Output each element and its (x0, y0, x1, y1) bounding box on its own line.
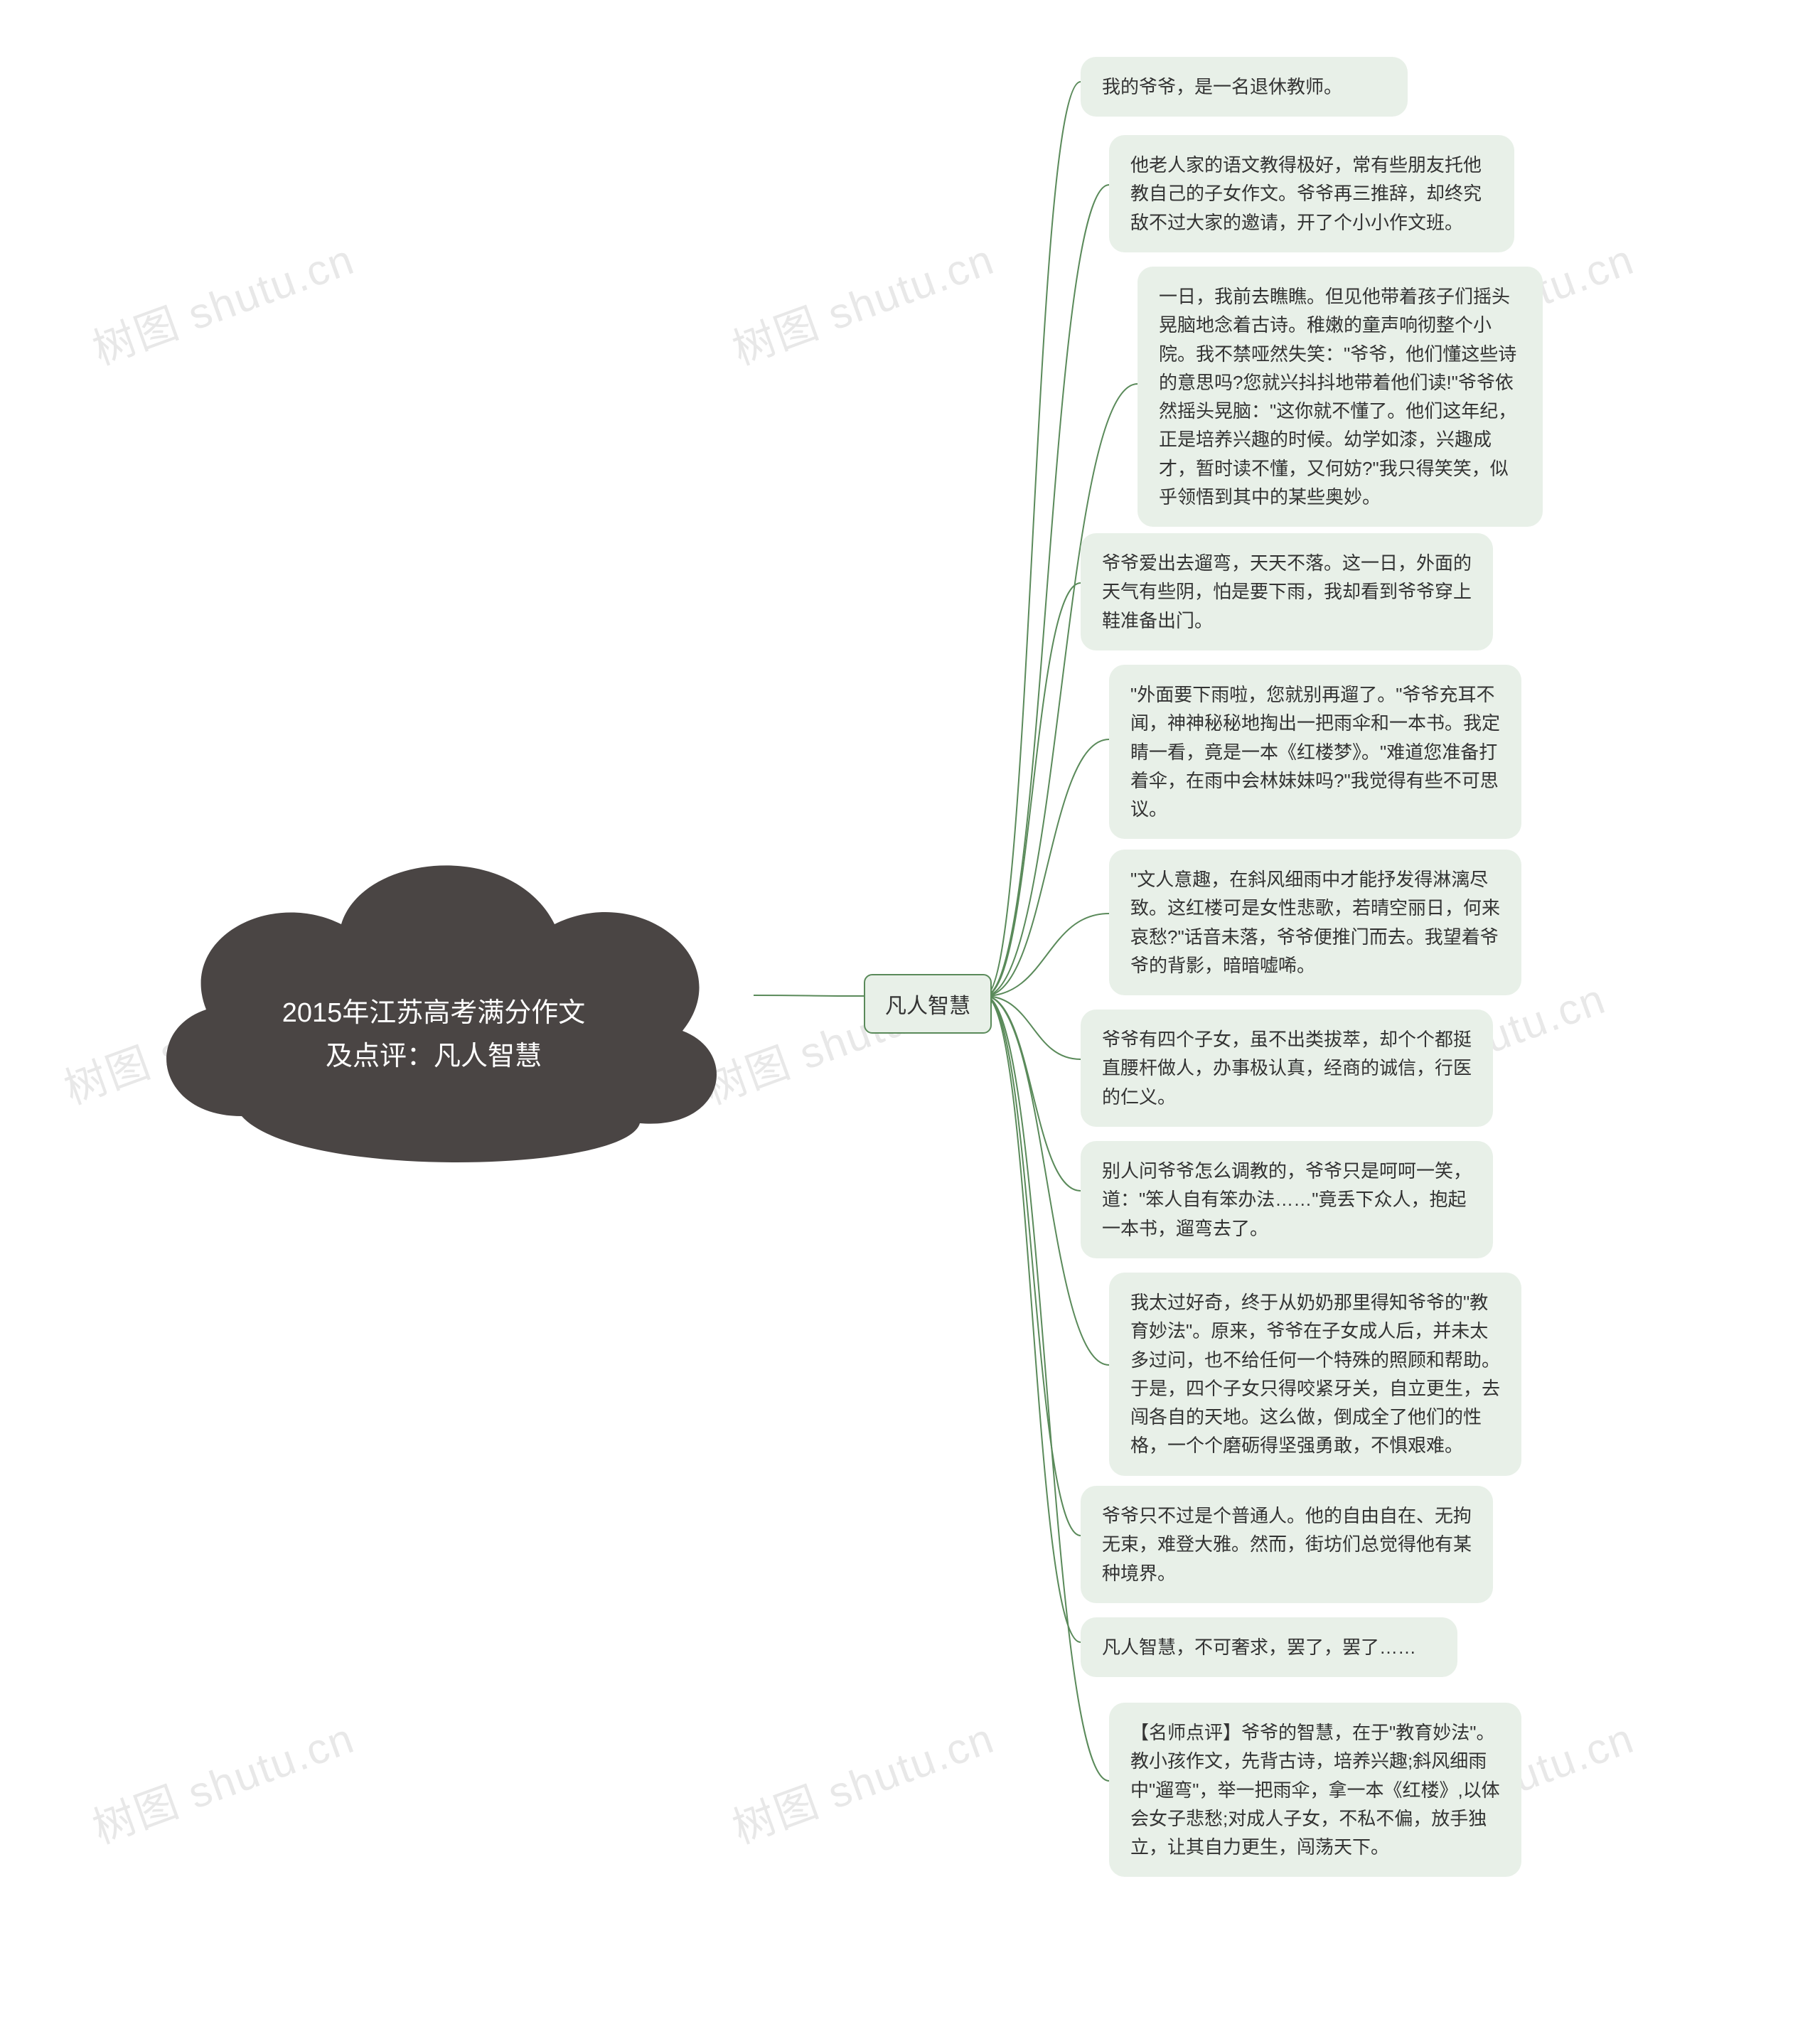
root-cloud-node: 2015年江苏高考满分作文及点评：凡人智慧 (114, 796, 754, 1194)
leaf-node: 我的爷爷，是一名退休教师。 (1081, 57, 1408, 117)
leaf-node: 他老人家的语文教得极好，常有些朋友托他教自己的子女作文。爷爷再三推辞，却终究敌不… (1109, 135, 1514, 252)
leaf-node: 爷爷有四个子女，虽不出类拔萃，却个个都挺直腰杆做人，办事极认真，经商的诚信，行医… (1081, 1010, 1493, 1127)
middle-node: 凡人智慧 (864, 974, 992, 1034)
root-cloud-title: 2015年江苏高考满分作文及点评：凡人智慧 (249, 992, 619, 1078)
watermark-text: 树图 shutu.cn (723, 225, 1002, 378)
leaf-node: 一日，我前去瞧瞧。但见他带着孩子们摇头晃脑地念着古诗。稚嫩的童声响彻整个小院。我… (1138, 267, 1543, 527)
watermark-text: 树图 shutu.cn (83, 225, 362, 378)
leaf-node: "文人意趣，在斜风细雨中才能抒发得淋漓尽致。这红楼可是女性悲歌，若晴空丽日，何来… (1109, 850, 1521, 995)
leaf-node: 【名师点评】爷爷的智慧，在于"教育妙法"。教小孩作文，先背古诗，培养兴趣;斜风细… (1109, 1703, 1521, 1877)
leaf-node: 我太过好奇，终于从奶奶那里得知爷爷的"教育妙法"。原来，爷爷在子女成人后，并未太… (1109, 1273, 1521, 1476)
leaf-node: 凡人智慧，不可奢求，罢了，罢了…… (1081, 1617, 1457, 1677)
leaf-node: 爷爷只不过是个普通人。他的自由自在、无拘无束，难登大雅。然而，街坊们总觉得他有某… (1081, 1486, 1493, 1603)
watermark-text: 树图 shutu.cn (83, 1704, 362, 1856)
middle-node-label: 凡人智慧 (885, 995, 970, 1018)
leaf-node: "外面要下雨啦，您就别再遛了。"爷爷充耳不闻，神神秘秘地掏出一把雨伞和一本书。我… (1109, 665, 1521, 839)
watermark-text: 树图 shutu.cn (723, 1704, 1002, 1856)
leaf-node: 爷爷爱出去遛弯，天天不落。这一日，外面的天气有些阴，怕是要下雨，我却看到爷爷穿上… (1081, 533, 1493, 650)
leaf-node: 别人问爷爷怎么调教的，爷爷只是呵呵一笑，道："笨人自有笨办法……"竟丢下众人，抱… (1081, 1141, 1493, 1258)
